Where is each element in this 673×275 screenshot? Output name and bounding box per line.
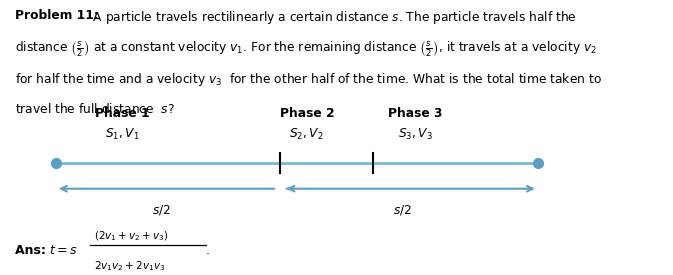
Text: Problem 11:: Problem 11:: [15, 9, 98, 22]
Text: $t = s$: $t = s$: [49, 244, 77, 257]
Text: distance $\left(\frac{s}{2}\right)$ at a constant velocity $v_1$. For the remain: distance $\left(\frac{s}{2}\right)$ at a…: [15, 40, 597, 59]
Text: $S_3, V_3$: $S_3, V_3$: [398, 126, 433, 142]
Text: Phase 3: Phase 3: [388, 107, 443, 120]
Text: .: .: [206, 244, 210, 257]
Text: A particle travels rectilinearly a certain distance $s$. The particle travels ha: A particle travels rectilinearly a certa…: [89, 9, 577, 26]
Text: $s/2$: $s/2$: [152, 203, 171, 217]
Text: Phase 2: Phase 2: [279, 107, 334, 120]
Text: $s/2$: $s/2$: [393, 203, 412, 217]
Text: $2v_1v_2+2v_1v_3$: $2v_1v_2+2v_1v_3$: [94, 259, 165, 273]
Text: $S_1, V_1$: $S_1, V_1$: [105, 126, 139, 142]
Text: $S_2, V_2$: $S_2, V_2$: [289, 126, 324, 142]
Text: $(2v_1+v_2+v_3)$: $(2v_1+v_2+v_3)$: [94, 229, 168, 243]
Text: for half the time and a velocity $v_3$  for the other half of the time. What is : for half the time and a velocity $v_3$ f…: [15, 71, 602, 88]
Text: Ans:: Ans:: [15, 244, 50, 257]
Text: travel the full distance  $s$?: travel the full distance $s$?: [15, 102, 174, 116]
Text: Phase 1: Phase 1: [95, 107, 149, 120]
